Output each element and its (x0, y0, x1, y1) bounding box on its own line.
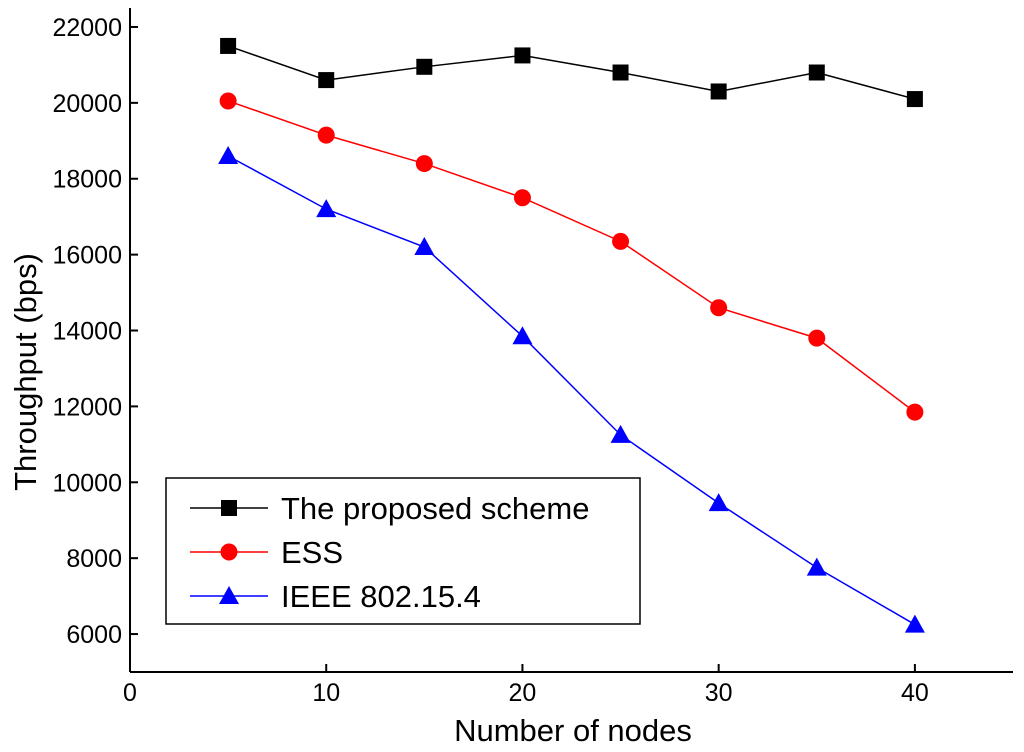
series-line (227, 100, 916, 413)
y-axis-title: Throughput (bps) (8, 253, 43, 491)
data-point (612, 232, 630, 250)
series-line (227, 155, 916, 626)
data-point (318, 72, 335, 89)
data-point (513, 189, 531, 207)
axis-ticks: 0 10 20 30 40 6000 8000 10000 12000 14000 16000 180… (52, 14, 928, 707)
legend-box (165, 477, 641, 625)
data-point (906, 403, 924, 421)
x-tick-label: 40 (901, 679, 929, 707)
data-point (708, 493, 729, 512)
legend-label: The proposed scheme (281, 491, 589, 526)
legend: The proposed scheme ESS IEEE 802.15.4 (165, 477, 641, 625)
data-point (416, 58, 433, 75)
y-tick-label: 12000 (52, 393, 122, 421)
y-tick-label: 16000 (52, 242, 122, 270)
data-point (219, 92, 237, 110)
data-point (610, 424, 631, 443)
data-point (414, 237, 435, 256)
series-line (227, 45, 916, 100)
series-ieee-802-15-4 (218, 145, 925, 633)
data-point (220, 37, 237, 54)
x-tick-label: 0 (123, 679, 137, 707)
data-point (808, 64, 825, 81)
data-point (612, 64, 629, 81)
y-tick-label: 18000 (52, 166, 122, 194)
data-point (218, 145, 239, 164)
data-point (806, 557, 827, 576)
series-ess (219, 92, 924, 421)
legend-label: IEEE 802.15.4 (281, 579, 481, 614)
x-axis-title: Number of nodes (454, 713, 692, 748)
data-point (514, 47, 531, 64)
y-tick-label: 10000 (52, 469, 122, 497)
data-point (710, 83, 727, 100)
y-tick-label: 22000 (52, 14, 122, 42)
data-point (317, 126, 335, 144)
axes (129, 8, 1013, 673)
legend-marker (221, 500, 237, 516)
y-tick-label: 8000 (66, 545, 122, 573)
data-point (710, 299, 728, 317)
y-tick-label: 6000 (66, 621, 122, 649)
x-tick-label: 20 (509, 679, 537, 707)
data-point (904, 614, 925, 633)
series-the-proposed-scheme (220, 37, 923, 108)
x-tick-label: 10 (312, 679, 340, 707)
legend-marker (219, 586, 239, 604)
data-series (218, 37, 925, 633)
y-tick-label: 20000 (52, 90, 122, 118)
legend-label: ESS (281, 535, 343, 570)
data-point (415, 155, 433, 173)
data-point (906, 91, 923, 108)
y-tick-label: 14000 (52, 318, 122, 346)
data-point (512, 326, 533, 345)
x-tick-label: 30 (705, 679, 733, 707)
data-point (808, 329, 826, 347)
data-point (316, 199, 337, 218)
legend-marker (220, 543, 238, 561)
